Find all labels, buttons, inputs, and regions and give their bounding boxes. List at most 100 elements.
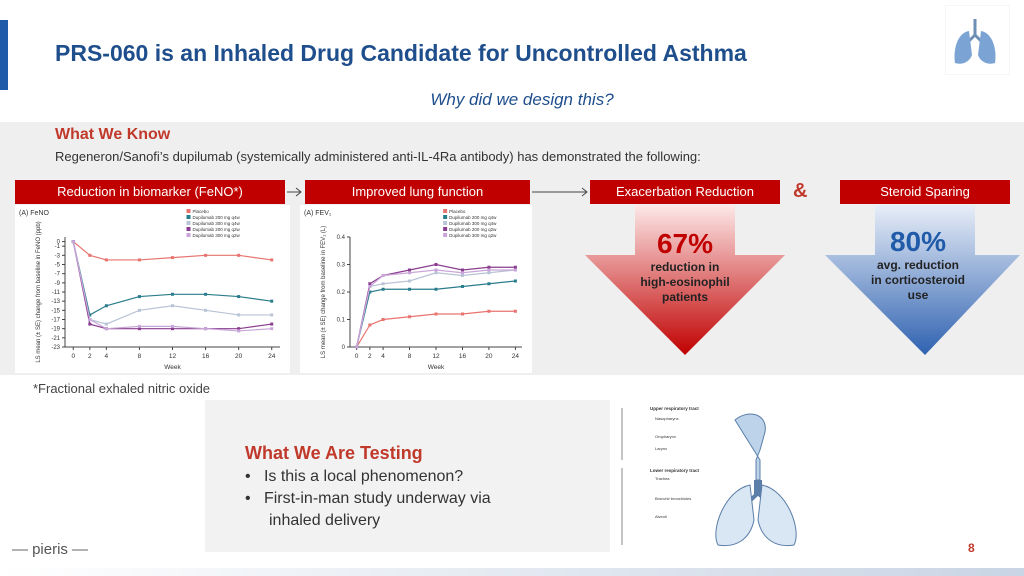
anatomy-label: Oropharynx: [655, 434, 676, 439]
series-line: [72, 241, 272, 316]
series-line: [356, 310, 516, 348]
y-tick-label: -3: [55, 253, 61, 259]
legend-swatch: [443, 233, 448, 237]
stat: 67% reduction in high-eosinophil patients: [585, 228, 785, 305]
x-tick-label: 4: [105, 353, 109, 360]
point: [460, 312, 464, 316]
subtitle: Why did we design this?: [430, 90, 614, 109]
legend-swatch: [443, 215, 448, 219]
point: [368, 323, 372, 327]
point: [237, 313, 241, 317]
line: in corticosteroid: [870, 273, 965, 287]
point: [434, 268, 438, 272]
step: Improved lung function: [305, 180, 530, 204]
x-tick-label: 16: [202, 353, 210, 360]
accent-bar: [0, 20, 8, 90]
logo: pieris: [12, 541, 88, 558]
point: [434, 271, 438, 275]
point: [408, 279, 412, 283]
x-tick-label: 20: [485, 353, 493, 360]
bullet: • Is this a local phenomenon?: [245, 468, 464, 485]
x-tick-label: 16: [459, 353, 467, 360]
chart-title: (A) FEV₁: [304, 210, 332, 217]
point: [270, 327, 274, 331]
point: [460, 285, 464, 288]
y-axis-label: LS mean (± SE) change from baseline in F…: [36, 221, 42, 362]
legend-swatch: [186, 221, 191, 225]
point: [487, 282, 491, 286]
point: [104, 327, 108, 331]
point: [104, 258, 108, 262]
point: [381, 274, 385, 277]
legend-label: Dupilumab 300 mg q2w: [449, 233, 497, 238]
x-tick-label: 0: [71, 353, 75, 360]
lung-icon: [945, 5, 1010, 75]
point: [408, 287, 412, 291]
series-line: [356, 269, 516, 348]
legend-swatch: [443, 209, 448, 213]
y-tick-label: -7: [55, 272, 61, 278]
point: [487, 271, 491, 275]
point: [137, 258, 141, 262]
legend-swatch: [186, 215, 191, 219]
point: [368, 282, 372, 286]
testing-list: • Is this a local phenomenon? • First-in…: [245, 466, 491, 532]
y-tick-label: -1: [55, 244, 61, 250]
bullet: • First-in-man study underway via: [245, 490, 491, 507]
y-tick-label: -11: [52, 290, 61, 296]
series-line: [356, 280, 516, 348]
logo-text: pieris: [32, 541, 68, 558]
y-tick-label: -9: [55, 281, 61, 287]
point: [487, 265, 491, 269]
y-tick-label: -23: [51, 345, 60, 351]
point: [137, 327, 141, 331]
bullet-text: First-in-man study underway via: [263, 490, 491, 507]
stat: 80% avg. reduction in corticosteroid use: [818, 226, 1018, 303]
bullet-text: inhaled delivery: [269, 512, 381, 529]
point: [204, 308, 208, 312]
line: reduction in: [650, 260, 720, 274]
point: [88, 322, 92, 326]
point: [137, 295, 141, 299]
y-tick-label: 0: [342, 345, 346, 351]
y-tick-label: 0.1: [337, 318, 346, 324]
legend-label: Placebo: [449, 209, 466, 214]
point: [88, 313, 92, 317]
y-tick-label: -5: [55, 263, 61, 269]
step: Reduction in biomarker (FeNO*): [15, 180, 285, 204]
point: [460, 271, 464, 275]
point: [237, 295, 241, 299]
point: [381, 282, 385, 286]
point: [513, 265, 517, 269]
anatomy-label: Nasopharynx: [655, 416, 679, 421]
know-text: Regeneron/Sanofi’s dupilumab (systemical…: [55, 149, 701, 164]
point: [460, 268, 464, 272]
y-tick-label: 0.3: [337, 263, 346, 269]
series-line: [72, 241, 272, 330]
legend-swatch: [443, 221, 448, 225]
point: [137, 324, 141, 328]
point: [381, 318, 385, 321]
legend-label: Dupilumab 200 mg q2w: [193, 227, 241, 232]
y-tick-label: -19: [51, 327, 60, 333]
x-tick-label: 4: [381, 353, 385, 360]
know-heading: What We Know: [55, 126, 171, 143]
point: [71, 240, 75, 244]
anatomy-label: Lower respiratory tract: [650, 468, 700, 473]
point: [368, 285, 372, 288]
point: [270, 299, 274, 303]
legend-swatch: [186, 233, 191, 237]
point: [171, 327, 174, 331]
point: [408, 315, 412, 319]
x-tick-label: 24: [268, 353, 276, 360]
x-tick-label: 8: [408, 353, 412, 360]
x-tick-label: 8: [138, 353, 142, 360]
legend-swatch: [443, 227, 448, 231]
point: [270, 258, 274, 262]
x-axis-label: Week: [164, 364, 181, 371]
y-tick-label: 0: [57, 240, 61, 246]
point: [270, 313, 274, 317]
y-tick-label: 0.4: [337, 235, 346, 241]
point: [88, 253, 92, 257]
